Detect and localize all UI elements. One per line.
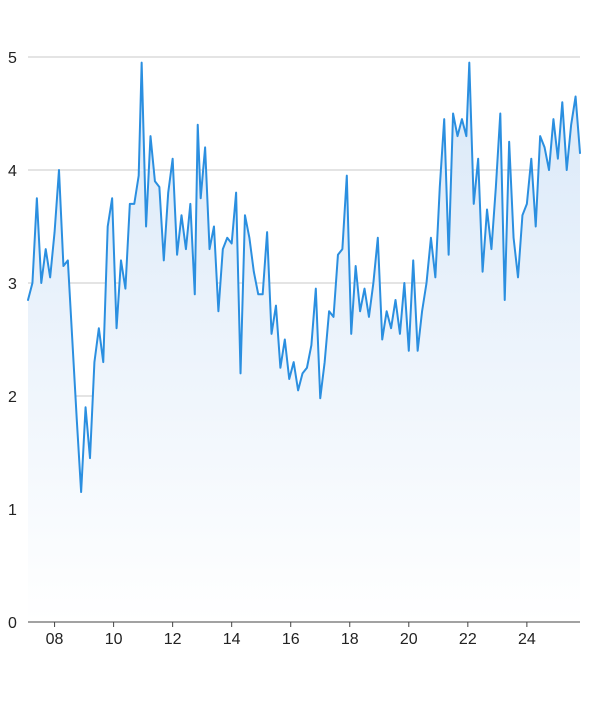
x-tick-label: 20 bbox=[400, 631, 418, 648]
y-tick-label: 1 bbox=[8, 502, 17, 519]
area-fill bbox=[28, 62, 580, 622]
y-tick-label: 2 bbox=[8, 389, 17, 406]
x-tick-label: 10 bbox=[105, 631, 123, 648]
x-tick-label: 24 bbox=[518, 631, 536, 648]
x-tick-label: 08 bbox=[46, 631, 64, 648]
x-tick-label: 18 bbox=[341, 631, 359, 648]
y-tick-label: 4 bbox=[8, 163, 17, 180]
x-tick-label: 12 bbox=[164, 631, 182, 648]
x-tick-label: 22 bbox=[459, 631, 477, 648]
y-tick-label: 5 bbox=[8, 50, 17, 67]
y-tick-label: 3 bbox=[8, 276, 17, 293]
series-line bbox=[27, 61, 581, 494]
x-tick-label: 16 bbox=[282, 631, 300, 648]
y-tick-label: 0 bbox=[8, 615, 17, 632]
plot-area bbox=[27, 61, 581, 622]
x-tick-label: 14 bbox=[223, 631, 241, 648]
